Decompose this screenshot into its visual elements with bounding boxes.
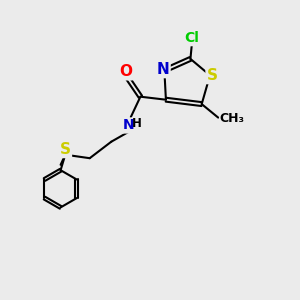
Text: N: N bbox=[157, 62, 169, 77]
Text: H: H bbox=[132, 117, 142, 130]
Text: S: S bbox=[60, 142, 70, 157]
Text: Cl: Cl bbox=[184, 31, 200, 45]
Text: CH₃: CH₃ bbox=[220, 112, 245, 125]
Text: S: S bbox=[207, 68, 218, 83]
Text: N: N bbox=[123, 118, 134, 133]
Text: O: O bbox=[119, 64, 132, 79]
